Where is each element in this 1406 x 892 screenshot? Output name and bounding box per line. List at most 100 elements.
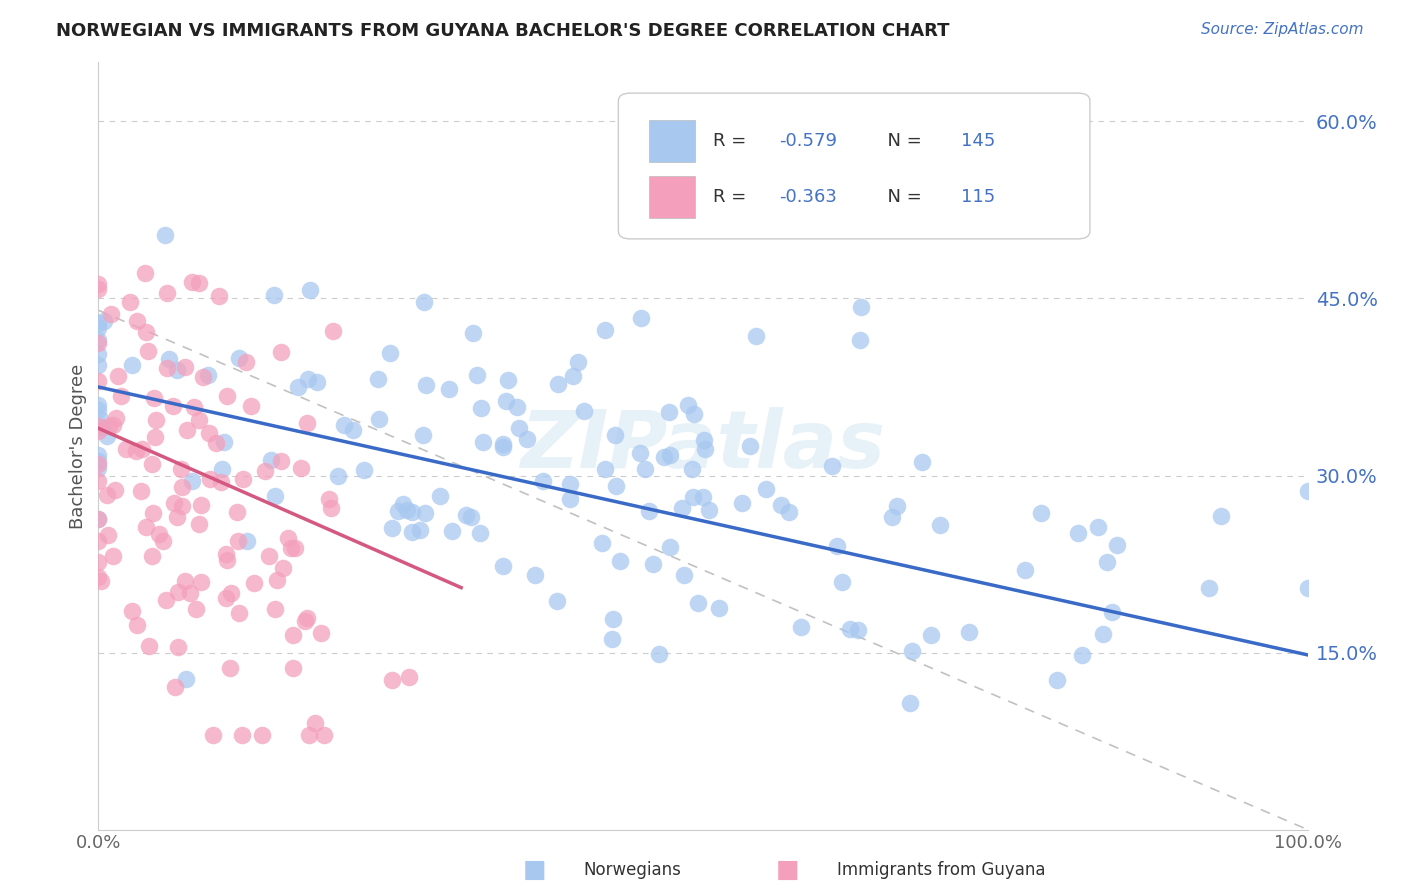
Point [880, 509, 903, 524]
Point [707, 601, 730, 615]
Point [87, 460, 110, 475]
Point [215, 547, 238, 561]
Point [524, 567, 547, 582]
Point [179, 586, 201, 600]
Point [391, 497, 413, 511]
Point [190, 575, 212, 590]
Point [228, 351, 250, 366]
Text: ZIPatlas: ZIPatlas [520, 407, 886, 485]
Point [898, 696, 921, 710]
Point [98, 418, 121, 433]
Point [281, 628, 304, 642]
Point [547, 377, 569, 392]
Point [87, 316, 110, 330]
Point [412, 428, 434, 442]
Point [1209, 508, 1232, 523]
Point [87, 570, 110, 584]
Point [211, 462, 233, 476]
Point [1095, 555, 1118, 569]
Point [659, 448, 682, 462]
Point [413, 506, 436, 520]
Point [602, 612, 624, 626]
Point [212, 434, 235, 449]
Point [235, 355, 257, 369]
Point [127, 617, 149, 632]
Text: -0.363: -0.363 [779, 188, 837, 206]
Point [172, 480, 194, 494]
Point [156, 360, 179, 375]
Point [658, 405, 681, 419]
Point [1198, 581, 1220, 595]
Point [138, 639, 160, 653]
Point [188, 276, 211, 290]
Point [170, 461, 193, 475]
Point [572, 404, 595, 418]
Point [93, 313, 115, 327]
Point [219, 586, 242, 600]
Point [96, 429, 118, 443]
Point [560, 477, 582, 491]
Point [415, 377, 437, 392]
Point [166, 363, 188, 377]
Point [260, 452, 283, 467]
Point [1067, 525, 1090, 540]
Text: 115: 115 [960, 188, 995, 206]
Y-axis label: Bachelor's Degree: Bachelor's Degree [69, 363, 87, 529]
Point [87, 534, 110, 549]
Point [197, 368, 219, 383]
Point [142, 506, 165, 520]
Point [821, 458, 844, 473]
Point [188, 517, 211, 532]
Point [250, 728, 273, 742]
Point [1031, 507, 1053, 521]
Point [398, 670, 420, 684]
Point [121, 604, 143, 618]
Point [1046, 673, 1069, 687]
Text: N =: N = [876, 132, 928, 150]
Text: 145: 145 [960, 132, 995, 150]
Point [409, 523, 432, 537]
Point [209, 475, 232, 489]
Point [118, 294, 141, 309]
Point [163, 496, 186, 510]
Point [87, 418, 110, 433]
Point [145, 413, 167, 427]
FancyBboxPatch shape [648, 176, 695, 219]
Point [353, 463, 375, 477]
Point [295, 416, 318, 430]
Point [508, 421, 530, 435]
Point [87, 333, 110, 347]
Point [846, 623, 869, 637]
Point [165, 681, 187, 695]
Point [849, 300, 872, 314]
Point [413, 294, 436, 309]
Point [439, 382, 461, 396]
Point [304, 716, 326, 731]
Text: N =: N = [876, 188, 928, 206]
Point [101, 549, 124, 563]
Point [755, 482, 778, 496]
Point [198, 472, 221, 486]
Point [87, 454, 110, 468]
FancyBboxPatch shape [648, 120, 695, 162]
Text: Norwegians: Norwegians [583, 861, 682, 879]
Point [381, 521, 404, 535]
Point [218, 660, 240, 674]
Point [87, 398, 110, 412]
Point [294, 614, 316, 628]
Point [467, 368, 489, 382]
Point [100, 306, 122, 320]
Point [825, 539, 848, 553]
Point [429, 489, 451, 503]
Point [87, 402, 110, 417]
Point [235, 534, 257, 549]
Point [652, 450, 675, 464]
Point [87, 320, 110, 334]
Point [198, 426, 221, 441]
Point [1087, 520, 1109, 534]
Point [135, 325, 157, 339]
Point [263, 489, 285, 503]
Point [156, 286, 179, 301]
Point [309, 626, 332, 640]
Point [492, 558, 515, 573]
